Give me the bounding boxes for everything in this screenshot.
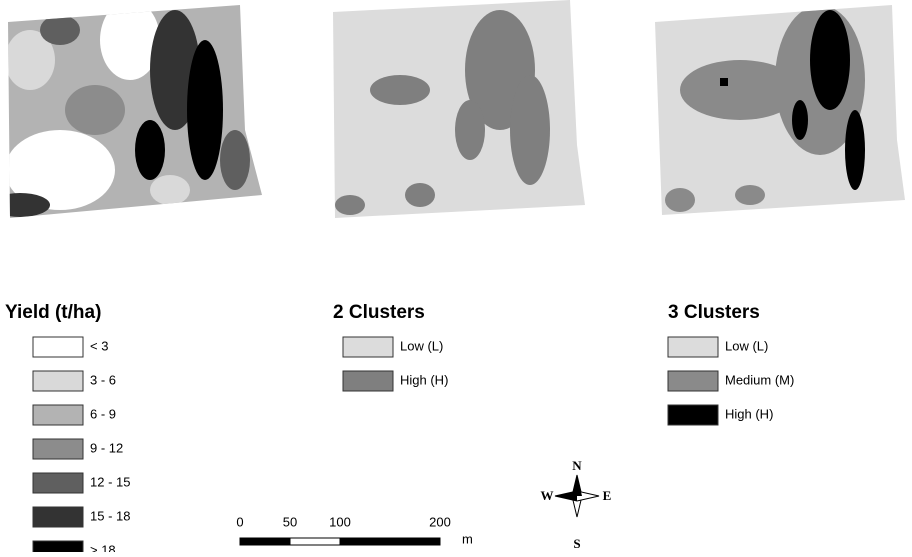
compass-north: N xyxy=(572,458,582,473)
legend-label: 3 - 6 xyxy=(90,372,116,387)
legend-swatch xyxy=(32,404,84,426)
legend-swatch xyxy=(32,540,84,557)
legend-title: 3 Clusters xyxy=(668,302,760,323)
legend-label: Low (L) xyxy=(400,338,443,353)
legend-swatch xyxy=(32,506,84,528)
scale-segment xyxy=(289,537,341,546)
legend-label: > 18 xyxy=(90,542,116,552)
scale-unit: m xyxy=(462,531,473,546)
legend-swatch xyxy=(667,370,719,392)
compass-east: E xyxy=(603,488,612,503)
two-cluster-map xyxy=(333,0,585,218)
legend-swatch xyxy=(667,336,719,358)
scale-segment xyxy=(339,537,441,546)
legend-swatch xyxy=(32,438,84,460)
scale-label: 50 xyxy=(283,514,297,529)
legend-swatch xyxy=(667,404,719,426)
legend-label: 9 - 12 xyxy=(90,440,123,455)
compass: N S W E xyxy=(541,458,612,551)
legend-swatch xyxy=(32,370,84,392)
compass-west: W xyxy=(541,488,554,503)
scale-label: 100 xyxy=(329,514,351,529)
legend-label: High (H) xyxy=(400,372,448,387)
legend-swatch xyxy=(32,472,84,494)
scale-label: 200 xyxy=(429,514,451,529)
legend-label: < 3 xyxy=(90,338,108,353)
legend-swatch xyxy=(32,336,84,358)
legend-label: Medium (M) xyxy=(725,372,794,387)
legend-label: Low (L) xyxy=(725,338,768,353)
legend-label: 15 - 18 xyxy=(90,508,130,523)
legend-swatch xyxy=(342,370,394,392)
scale-label: 0 xyxy=(236,514,243,529)
scale-segment xyxy=(239,537,291,546)
legend-label: High (H) xyxy=(725,406,773,421)
legend-title: Yield (t/ha) xyxy=(5,302,101,323)
legend-label: 12 - 15 xyxy=(90,474,130,489)
legend-swatch xyxy=(342,336,394,358)
compass-south: S xyxy=(573,536,580,551)
three-cluster-map xyxy=(655,5,905,215)
legend-label: 6 - 9 xyxy=(90,406,116,421)
legend-title: 2 Clusters xyxy=(333,302,425,323)
yield-map xyxy=(8,5,262,218)
